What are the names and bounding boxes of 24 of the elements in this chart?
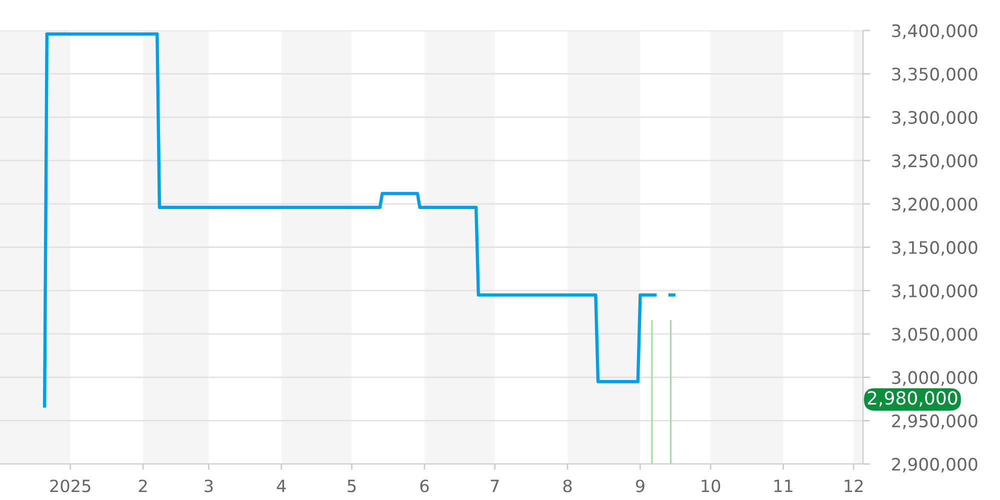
- y-tick-label: 3,250,000: [892, 154, 978, 170]
- x-tick-label: 5: [348, 480, 356, 492]
- y-tick-label: 3,000,000: [892, 371, 978, 386]
- y-tick-label: 2,900,000: [892, 458, 978, 473]
- x-tick-label: 12: [844, 480, 863, 492]
- y-tick-label: 3,300,000: [892, 110, 978, 126]
- x-tick-label: 2025: [50, 480, 90, 492]
- text: 2,980,000: [868, 391, 958, 407]
- x-tick-label: 10: [702, 480, 720, 492]
- x-tick-label: 9: [636, 480, 644, 492]
- y-tick-label: 3,400,000: [892, 24, 978, 40]
- y-tick-label: 3,100,000: [892, 284, 978, 300]
- x-tick-label: 7: [490, 480, 499, 492]
- x-tick-label: 3: [204, 480, 213, 492]
- y-tick-label: 3,350,000: [892, 68, 978, 82]
- x-tick-label: 6: [420, 480, 429, 492]
- x-tick-label: 8: [563, 480, 572, 492]
- y-tick-label: 3,150,000: [892, 241, 978, 256]
- x-tick-label: 4: [276, 480, 286, 492]
- y-tick-label: 3,200,000: [892, 198, 978, 212]
- x-tick-label: 2: [138, 480, 147, 492]
- y-tick-label: 3,050,000: [892, 328, 978, 342]
- y-tick-label: 2,950,000: [892, 414, 978, 430]
- x-tick-label: 11: [774, 480, 792, 492]
